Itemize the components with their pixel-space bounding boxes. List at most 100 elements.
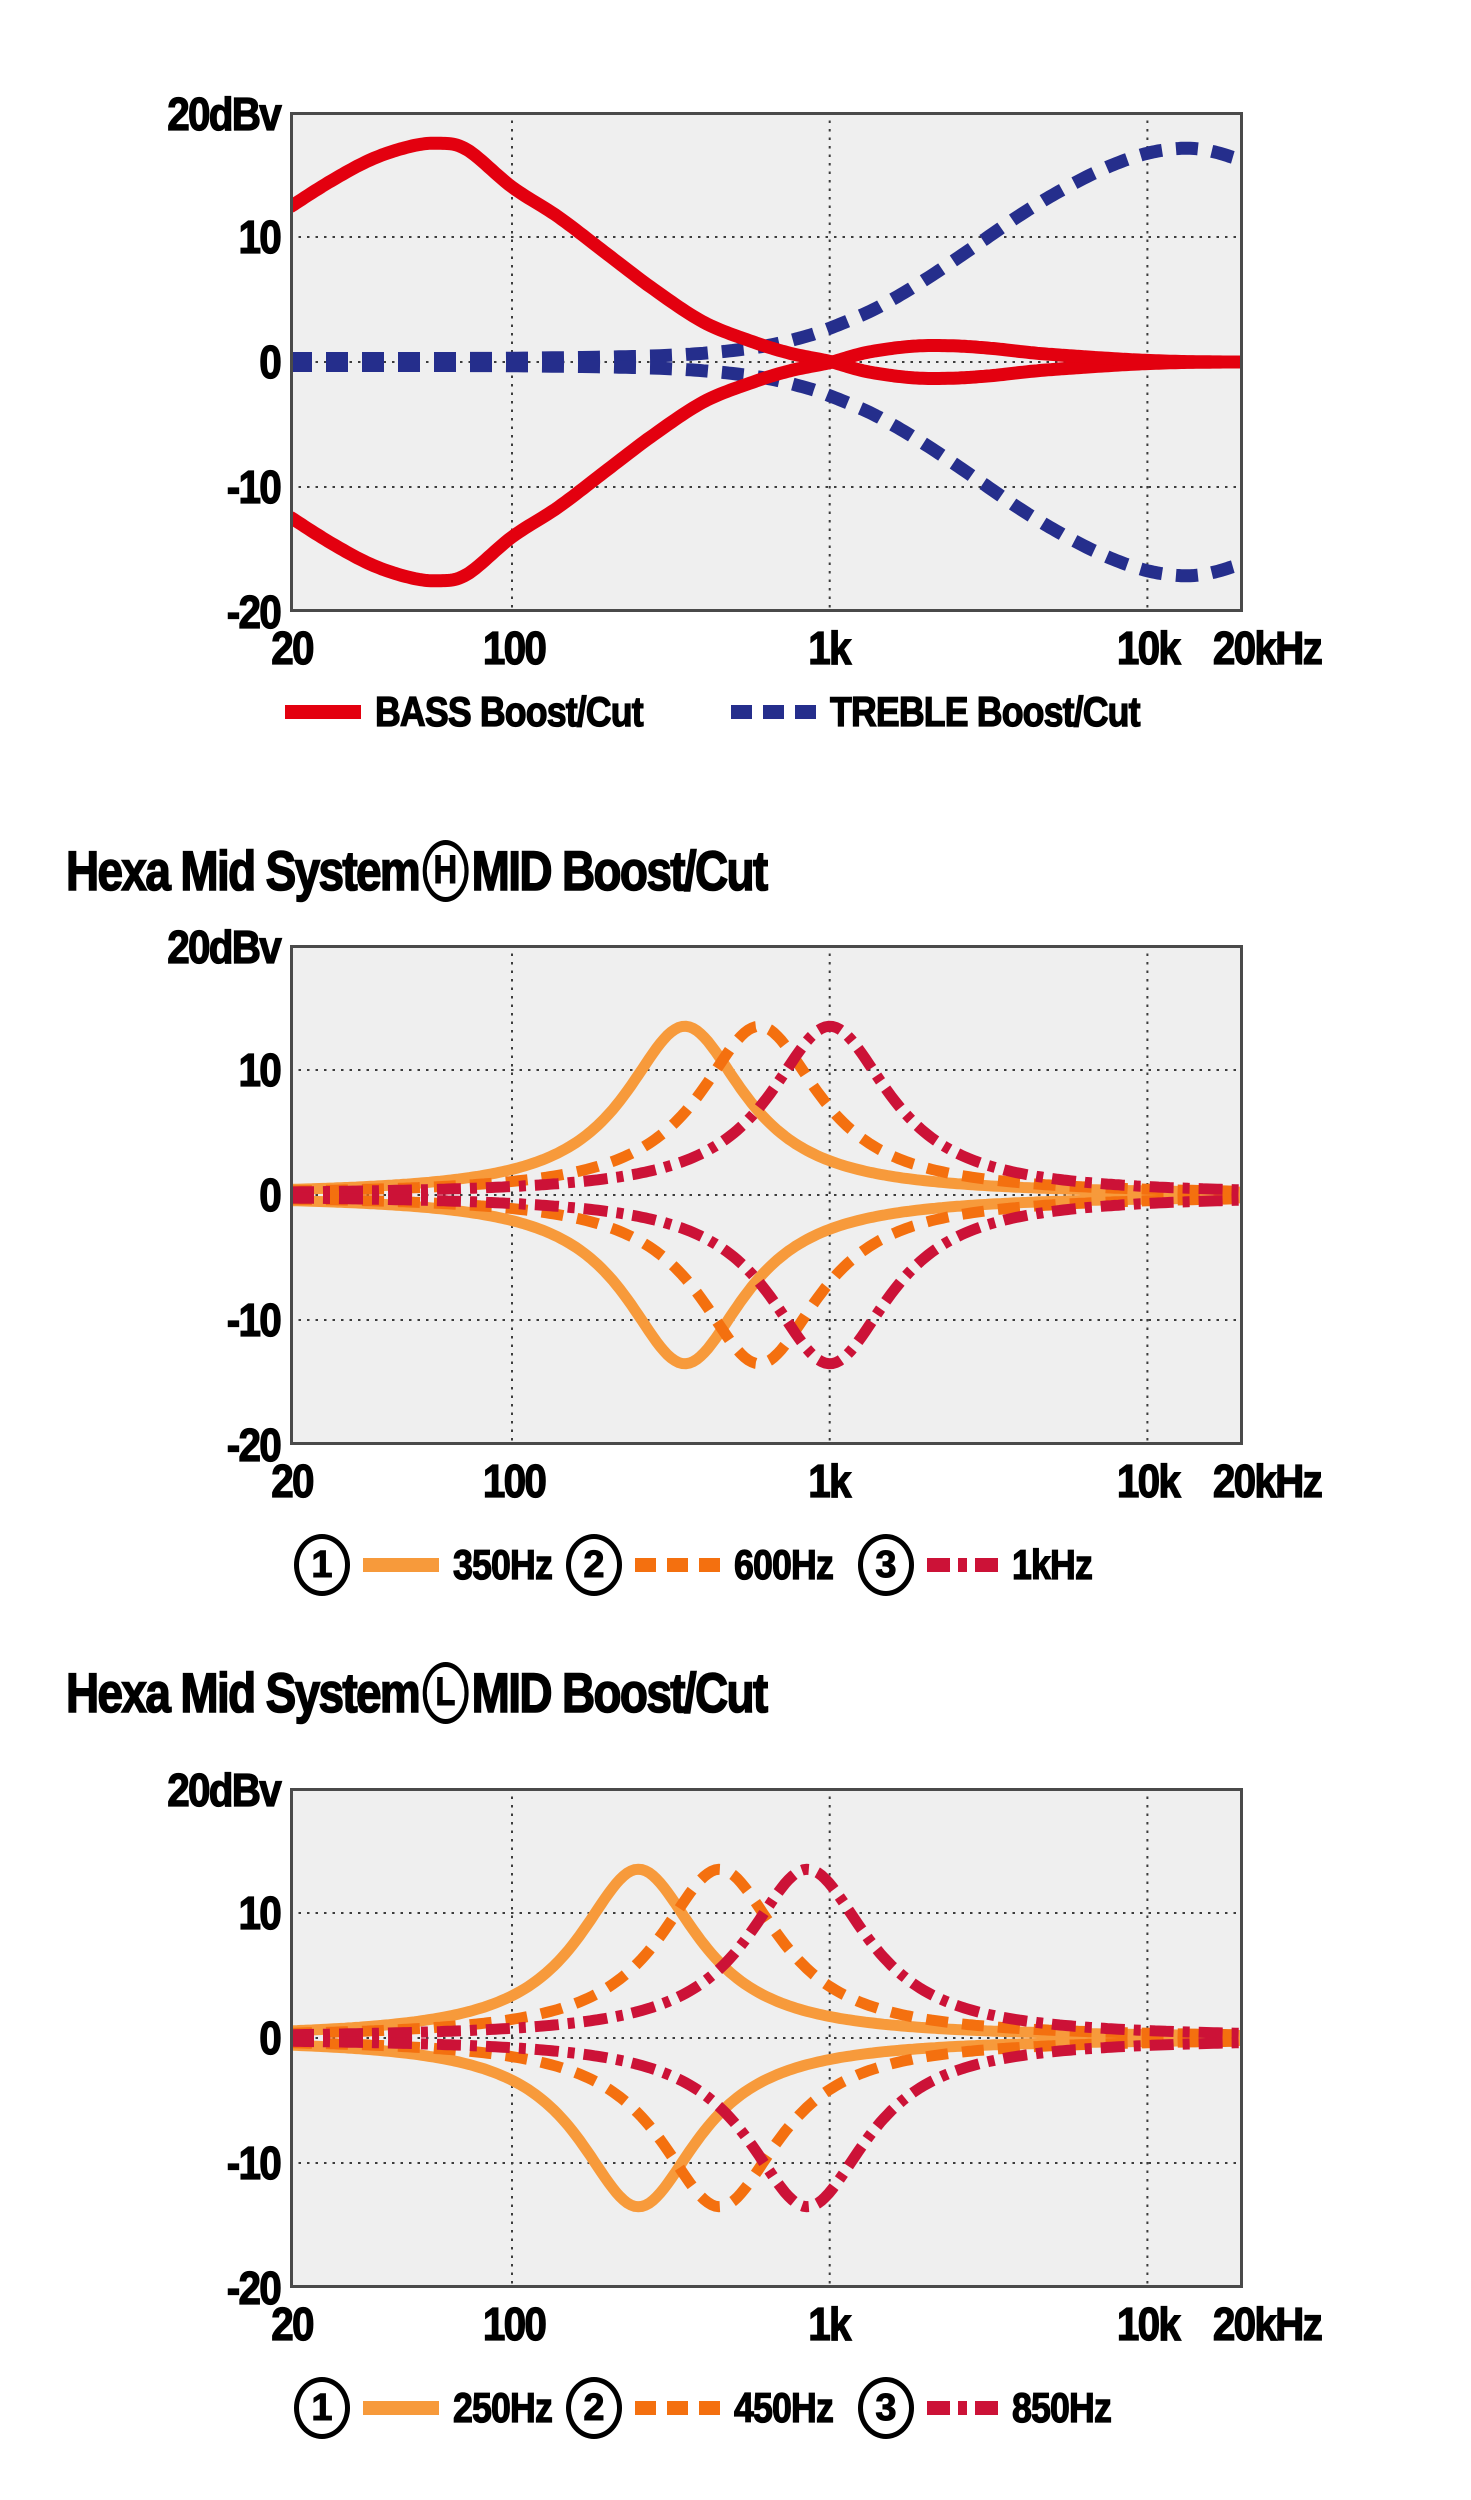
circled-h-icon: H <box>422 839 469 902</box>
swatch-segment <box>927 2401 950 2415</box>
y-tick-label: 10 <box>238 210 282 263</box>
legend-swatch-solid <box>285 705 361 719</box>
y-axis-unit-label: 20dBv <box>167 1763 283 1816</box>
legend-label: 250Hz <box>452 2383 553 2431</box>
legend-label: BASS Boost/Cut <box>374 687 644 735</box>
y-tick-label: -10 <box>226 2136 282 2189</box>
legend-label: 600Hz <box>733 1540 834 1588</box>
x-tick-label: 20kHz <box>1212 1454 1323 1507</box>
y-tick-label: 0 <box>259 335 283 388</box>
legend-label: TREBLE Boost/Cut <box>829 687 1141 735</box>
series-curve-850hz-boost <box>290 1863 1243 2041</box>
plot-area <box>290 945 1243 1445</box>
x-tick-label: 10k <box>1116 621 1181 674</box>
swatch-segment <box>667 2401 688 2415</box>
legend-swatch-dashed <box>731 705 816 719</box>
hexa-mid-l-title: Hexa Mid System L MID Boost/Cut <box>65 1660 769 1725</box>
series-curve-bass-boost-cut-boost <box>290 136 1243 385</box>
legend-item-450hz: 2 450Hz <box>566 2377 850 2439</box>
legend-label: 450Hz <box>733 2383 834 2431</box>
y-tick-label: -20 <box>226 2261 282 2314</box>
y-tick-label: 10 <box>238 1886 282 1939</box>
swatch-segment <box>699 2401 720 2415</box>
legend-number-badge: 3 <box>858 2377 914 2439</box>
x-tick-label: 10k <box>1116 2297 1181 2350</box>
legend-number-badge: 2 <box>566 2377 622 2439</box>
y-tick-label: -10 <box>226 460 282 513</box>
legend-item-850hz: 3 850Hz <box>858 2377 1128 2439</box>
hexa-mid-h-title: Hexa Mid System H MID Boost/Cut <box>65 838 769 903</box>
plot-area <box>290 112 1243 612</box>
x-tick-label: 20kHz <box>1212 2297 1323 2350</box>
swatch-segment <box>363 1558 439 1572</box>
x-tick-label: 20 <box>271 621 315 674</box>
x-tick-label: 20kHz <box>1212 621 1323 674</box>
series-curve-850hz-cut <box>290 2035 1243 2213</box>
legend-item-treble-boost-cut: TREBLE Boost/Cut <box>731 684 1194 740</box>
swatch-segment <box>763 705 784 719</box>
plot-area <box>290 1788 1243 2288</box>
legend-item-350hz: 1 350Hz <box>294 1534 569 1596</box>
legend-item-250hz: 1 250Hz <box>294 2377 569 2439</box>
legend-swatch-solid <box>363 2401 439 2415</box>
legend-number-badge: 3 <box>858 1534 914 1596</box>
legend-item-600hz: 2 600Hz <box>566 1534 850 1596</box>
x-tick-label: 20 <box>271 2297 315 2350</box>
legend-number-badge: 2 <box>566 1534 622 1596</box>
swatch-segment <box>635 1558 656 1572</box>
swatch-segment <box>635 2401 656 2415</box>
title-suffix: MID Boost/Cut <box>471 838 769 903</box>
swatch-segment <box>927 1558 950 1572</box>
y-axis-unit-label: 20dBv <box>167 87 283 140</box>
series-curve-treble-boost-cut-boost <box>290 141 1243 365</box>
legend-label: 850Hz <box>1011 2383 1112 2431</box>
swatch-segment <box>699 1558 720 1572</box>
series-curve-bass-boost-cut-cut <box>290 339 1243 588</box>
swatch-segment <box>958 1558 967 1572</box>
swatch-segment <box>731 705 752 719</box>
y-tick-label: -20 <box>226 585 282 638</box>
x-tick-label: 1k <box>808 2297 852 2350</box>
y-tick-label: -10 <box>226 1293 282 1346</box>
plot-border <box>290 112 1243 612</box>
legend-swatch-dashdot <box>927 2401 998 2415</box>
swatch-segment <box>975 2401 998 2415</box>
title-prefix: Hexa Mid System <box>65 1660 421 1725</box>
plot-border <box>290 945 1243 1445</box>
swatch-segment <box>795 705 816 719</box>
series-curve-1khz-cut <box>290 1192 1243 1370</box>
series-curve-treble-boost-cut-cut <box>290 359 1243 583</box>
series-curve-1khz-boost <box>290 1020 1243 1198</box>
x-tick-label: 1k <box>808 621 852 674</box>
swatch-segment <box>285 705 361 719</box>
x-tick-label: 10k <box>1116 1454 1181 1507</box>
y-tick-label: 0 <box>259 2011 283 2064</box>
legend-number-badge: 1 <box>294 2377 350 2439</box>
legend-swatch-dashdot <box>927 1558 998 1572</box>
y-tick-label: 0 <box>259 1168 283 1221</box>
legend-label: 350Hz <box>452 1540 553 1588</box>
x-tick-label: 100 <box>482 621 547 674</box>
plot-border <box>290 1788 1243 2288</box>
y-tick-label: -20 <box>226 1418 282 1471</box>
swatch-segment <box>958 2401 967 2415</box>
legend-item-bass-boost-cut: BASS Boost/Cut <box>285 684 690 740</box>
legend-swatch-dashed <box>635 1558 720 1572</box>
circled-l-icon: L <box>422 1661 469 1724</box>
x-tick-label: 100 <box>482 1454 547 1507</box>
x-tick-label: 100 <box>482 2297 547 2350</box>
legend-number-badge: 1 <box>294 1534 350 1596</box>
legend-label: 1kHz <box>1011 1540 1093 1588</box>
legend-swatch-solid <box>363 1558 439 1572</box>
swatch-segment <box>667 1558 688 1572</box>
title-prefix: Hexa Mid System <box>65 838 421 903</box>
title-suffix: MID Boost/Cut <box>471 1660 769 1725</box>
y-tick-label: 10 <box>238 1043 282 1096</box>
swatch-segment <box>975 1558 998 1572</box>
legend-item-1khz: 3 1kHz <box>858 1534 1106 1596</box>
swatch-segment <box>363 2401 439 2415</box>
